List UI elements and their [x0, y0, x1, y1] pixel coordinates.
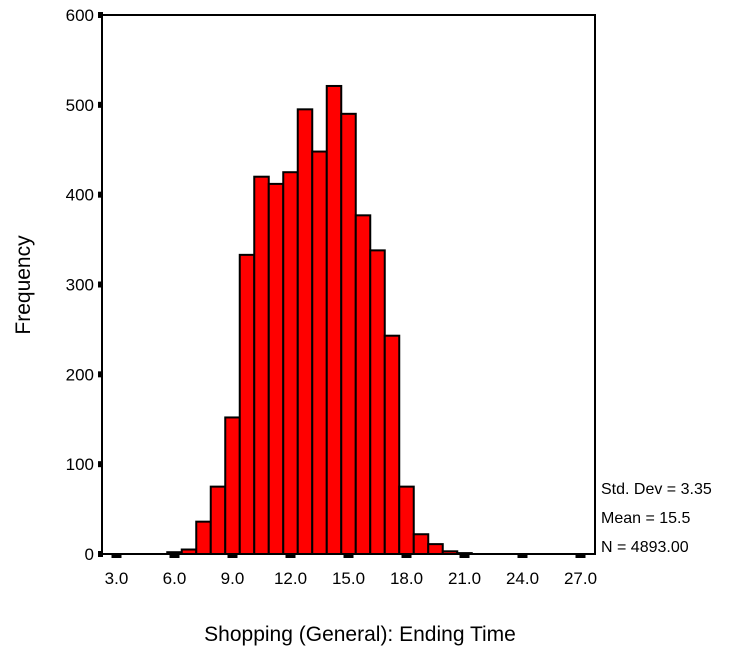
y-tick-mark: [98, 551, 103, 557]
x-tick-mark: [575, 553, 586, 558]
stat-n: N = 4893.00: [601, 539, 689, 556]
x-tick-label: 27.0: [564, 569, 597, 588]
x-tick-label: 21.0: [448, 569, 481, 588]
stat-mean: Mean = 15.5: [601, 510, 691, 527]
y-tick-label: 100: [66, 455, 94, 474]
x-tick-label: 3.0: [105, 569, 129, 588]
x-tick-label: 6.0: [163, 569, 187, 588]
y-tick-mark: [98, 371, 103, 378]
y-axis: 0 100 200 300 400 500 600: [66, 6, 103, 564]
histogram-bar: [427, 543, 444, 555]
histogram-bar: [224, 416, 241, 556]
histogram-bar: [238, 253, 256, 555]
x-tick-label: 12.0: [274, 569, 307, 588]
histogram-bar: [209, 485, 227, 556]
x-tick-mark: [111, 553, 122, 558]
y-tick-mark: [98, 281, 103, 288]
histogram-bar: [311, 150, 328, 556]
x-tick-mark: [343, 553, 354, 558]
y-tick-mark: [98, 12, 103, 18]
x-tick-label: 24.0: [506, 569, 539, 588]
y-tick-mark: [98, 191, 103, 198]
y-tick-mark: [98, 101, 103, 108]
y-tick-label: 600: [66, 6, 94, 25]
histogram-bar: [282, 171, 299, 556]
x-tick-mark: [285, 553, 296, 558]
histogram-bar: [383, 334, 401, 556]
x-tick-mark: [401, 553, 412, 558]
histogram-bar: [340, 112, 357, 555]
y-tick-label: 500: [66, 96, 94, 115]
y-tick-label: 300: [66, 276, 94, 295]
histogram-bar: [296, 108, 314, 556]
x-tick-label: 18.0: [390, 569, 423, 588]
x-axis: 3.0 6.0 9.0 12.0 15.0 18.0 21.0 24.0 27.0: [105, 553, 597, 588]
y-tick-label: 0: [85, 545, 94, 564]
histogram-bar: [325, 84, 343, 555]
histogram-bar: [412, 533, 430, 555]
x-tick-label: 15.0: [332, 569, 365, 588]
histogram-bar: [195, 520, 212, 555]
histogram-bar: [253, 175, 270, 555]
x-axis-title: Shopping (General): Ending Time: [204, 623, 516, 646]
y-axis-title: Frequency: [12, 235, 35, 335]
x-tick-label: 9.0: [221, 569, 245, 588]
y-tick-mark: [98, 461, 103, 468]
histogram-bar: [354, 214, 372, 556]
histogram-bar: [267, 182, 285, 555]
x-tick-mark: [227, 553, 238, 558]
x-tick-mark: [169, 553, 180, 558]
x-tick-mark: [517, 553, 528, 558]
y-tick-label: 200: [66, 365, 94, 384]
bars-group: [166, 84, 473, 556]
histogram-bar: [369, 249, 386, 556]
x-tick-mark: [459, 553, 470, 558]
y-tick-label: 400: [66, 186, 94, 205]
stat-std-dev: Std. Dev = 3.35: [601, 481, 712, 498]
histogram-bar: [398, 485, 415, 556]
